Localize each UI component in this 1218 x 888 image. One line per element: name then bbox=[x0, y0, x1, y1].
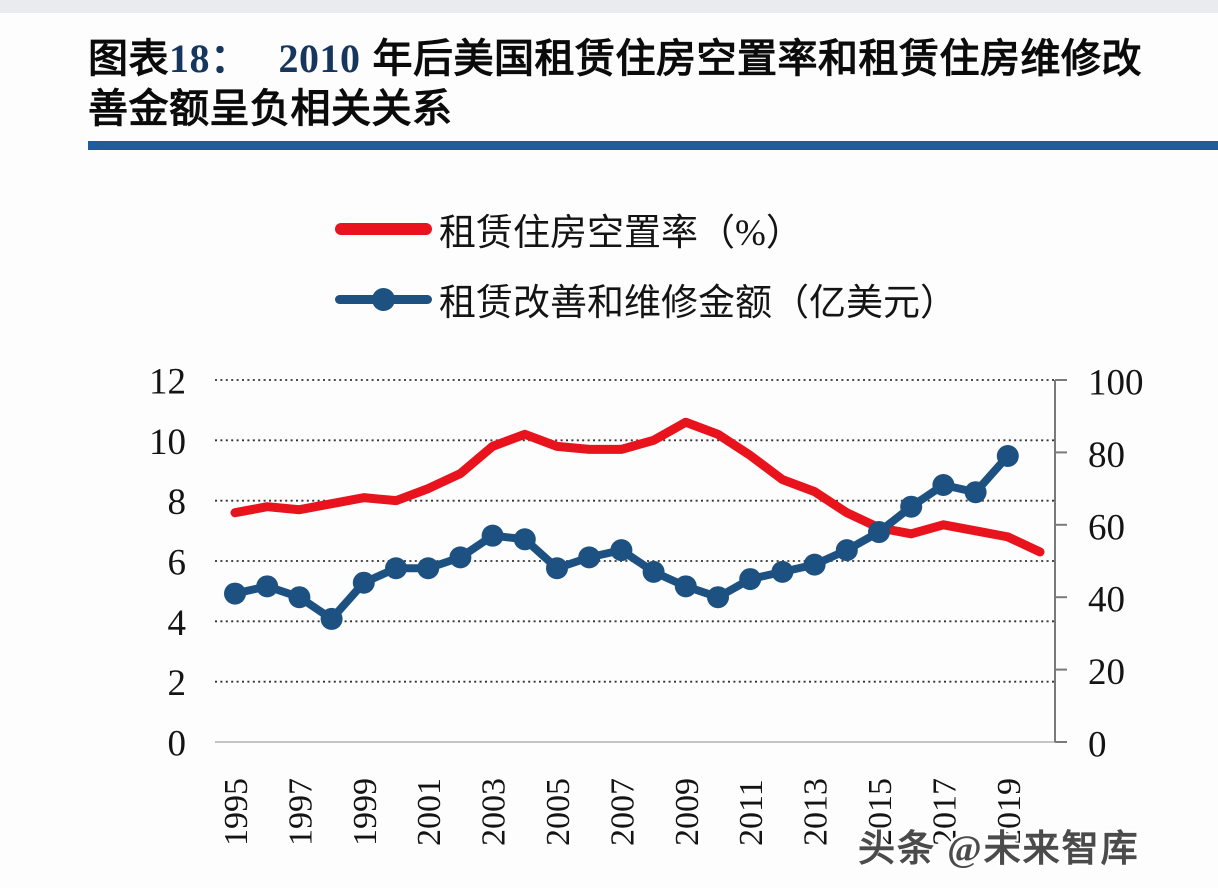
data-point-marker bbox=[803, 553, 826, 576]
page-edge bbox=[0, 0, 1218, 13]
data-point-marker bbox=[835, 539, 858, 562]
legend-label-improvement-amount: 租赁改善和维修金额（亿美元） bbox=[439, 283, 957, 324]
x-axis-tick-label: 2009 bbox=[669, 778, 706, 846]
improvement-amount-line bbox=[231, 452, 1012, 623]
data-point-marker bbox=[256, 575, 279, 598]
figure-prefix: 图表 bbox=[88, 36, 169, 81]
left-axis-tick-label: 12 bbox=[149, 362, 186, 403]
x-axis-tick-label: 2015 bbox=[862, 778, 899, 846]
right-axis-tick-label: 0 bbox=[1088, 725, 1107, 766]
x-axis-tick-label: 2005 bbox=[540, 778, 577, 846]
watermark: 头条 @未来智库 bbox=[858, 829, 1140, 870]
figure-number: 18： bbox=[169, 36, 251, 81]
data-point-marker bbox=[578, 546, 601, 569]
data-point-marker bbox=[449, 546, 472, 569]
data-point-marker bbox=[900, 495, 923, 518]
vacancy-rate-line bbox=[230, 417, 1045, 557]
data-point-marker bbox=[352, 571, 375, 594]
data-point-marker bbox=[481, 524, 504, 547]
right-axis-tick-label: 100 bbox=[1088, 363, 1144, 404]
data-point-marker bbox=[417, 557, 440, 580]
data-point-marker bbox=[771, 560, 794, 583]
figure-title: 图表18： 2010 年后美国租赁住房空置率和租赁住房维修改 善金额呈负相关关系 bbox=[88, 34, 1173, 134]
left-axis-tick-label: 6 bbox=[168, 543, 187, 584]
right-axis-tick-label: 60 bbox=[1088, 507, 1125, 548]
right-axis-tick-label: 80 bbox=[1088, 435, 1125, 476]
data-point-marker bbox=[610, 539, 633, 562]
data-point-marker bbox=[642, 560, 665, 583]
x-axis-tick-label: 1999 bbox=[347, 778, 384, 846]
data-point-marker bbox=[739, 568, 762, 591]
left-axis-tick-label: 4 bbox=[168, 603, 187, 644]
x-axis-tick-label: 2003 bbox=[476, 778, 513, 846]
left-axis-tick-label: 2 bbox=[168, 663, 187, 704]
data-point-marker bbox=[674, 575, 697, 598]
x-axis-tick-label: 2017 bbox=[926, 778, 963, 846]
x-axis-tick-label: 1997 bbox=[282, 778, 319, 846]
data-point-marker bbox=[964, 481, 987, 504]
x-axis-tick-label: 1995 bbox=[218, 778, 255, 846]
legend-item-improvement-amount: 租赁改善和维修金额（亿美元） bbox=[335, 276, 957, 324]
data-point-marker bbox=[385, 557, 407, 580]
left-axis-tick-label: 10 bbox=[149, 422, 186, 463]
data-point-marker bbox=[224, 582, 246, 605]
legend-item-vacancy-rate: 租赁住房空置率（%） bbox=[335, 206, 957, 254]
left-axis-tick-label: 0 bbox=[168, 724, 187, 765]
legend-label-vacancy-rate: 租赁住房空置率（%） bbox=[439, 213, 803, 254]
left-axis-tick-label: 8 bbox=[168, 482, 187, 523]
x-axis-tick-label: 2019 bbox=[991, 778, 1028, 846]
data-point-marker bbox=[288, 586, 311, 609]
red-line-swatch-icon bbox=[335, 206, 432, 252]
title-text-line1: 年后美国租赁住房空置率和租赁住房维修改 bbox=[372, 36, 1142, 81]
title-accent-rule bbox=[88, 141, 1218, 150]
data-point-marker bbox=[868, 521, 890, 544]
x-axis-tick-label: 2013 bbox=[798, 778, 835, 846]
x-axis-tick-label: 2011 bbox=[733, 779, 770, 846]
data-point-marker bbox=[996, 445, 1019, 468]
chart-legend: 租赁住房空置率（%） 租赁改善和维修金额（亿美元） bbox=[335, 206, 957, 346]
data-point-marker bbox=[707, 586, 729, 609]
title-text-line2: 善金额呈负相关关系 bbox=[88, 86, 453, 131]
data-point-marker bbox=[546, 557, 568, 580]
data-point-marker bbox=[932, 473, 955, 496]
data-point-marker bbox=[320, 607, 343, 630]
right-axis-tick-label: 20 bbox=[1088, 652, 1125, 693]
x-axis-tick-label: 2007 bbox=[604, 778, 641, 846]
right-axis-tick-label: 40 bbox=[1088, 580, 1125, 621]
data-point-marker bbox=[513, 528, 536, 551]
blue-line-marker-swatch-icon bbox=[335, 276, 432, 322]
title-year: 2010 bbox=[278, 36, 361, 81]
x-axis-tick-label: 2001 bbox=[411, 778, 448, 846]
